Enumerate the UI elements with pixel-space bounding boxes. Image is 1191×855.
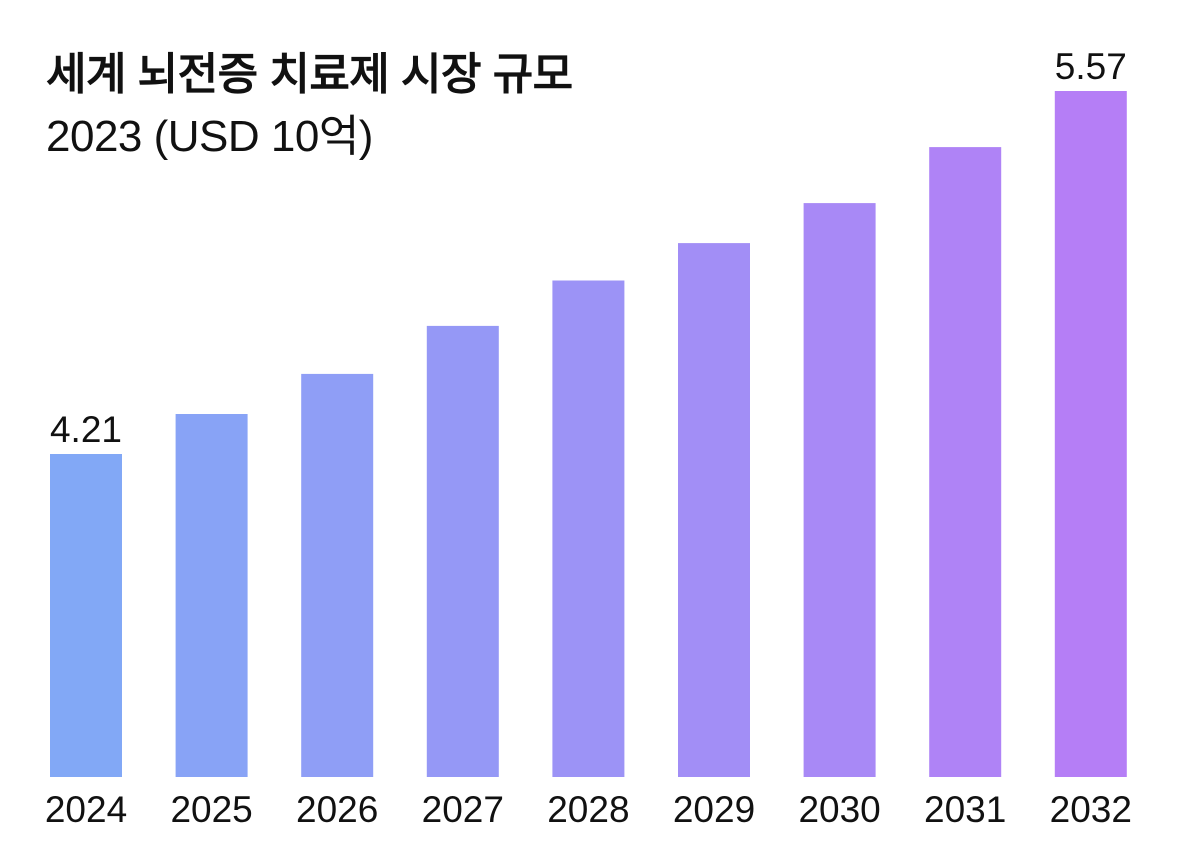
data-label: 5.57 [1055,46,1127,87]
bar-2031 [929,147,1002,778]
bar-2025 [175,414,248,777]
bar-2026 [301,373,374,777]
x-tick-label: 2031 [924,789,1006,830]
bar-2032 [1054,91,1127,777]
x-tick-label: 2030 [798,789,880,830]
x-tick-label: 2024 [45,789,127,830]
bar-2029 [678,243,750,778]
chart-subtitle: 2023 (USD 10억) [46,112,373,161]
x-tick-label: 2029 [673,789,755,830]
bar-2030 [803,203,876,778]
bar-2028 [552,280,625,777]
bar-2024 [50,454,122,777]
x-tick-label: 2025 [170,789,252,830]
x-tick-label: 2028 [547,789,629,830]
bar-2027 [426,325,499,777]
data-label: 4.21 [50,409,122,450]
x-tick-label: 2027 [422,789,504,830]
chart-title-block: 세계 뇌전증 치료제 시장 규모 2023 (USD 10억) [46,44,573,168]
x-tick-label: 2026 [296,789,378,830]
x-tick-label: 2032 [1050,789,1132,830]
chart-title: 세계 뇌전증 치료제 시장 규모 [46,50,573,99]
